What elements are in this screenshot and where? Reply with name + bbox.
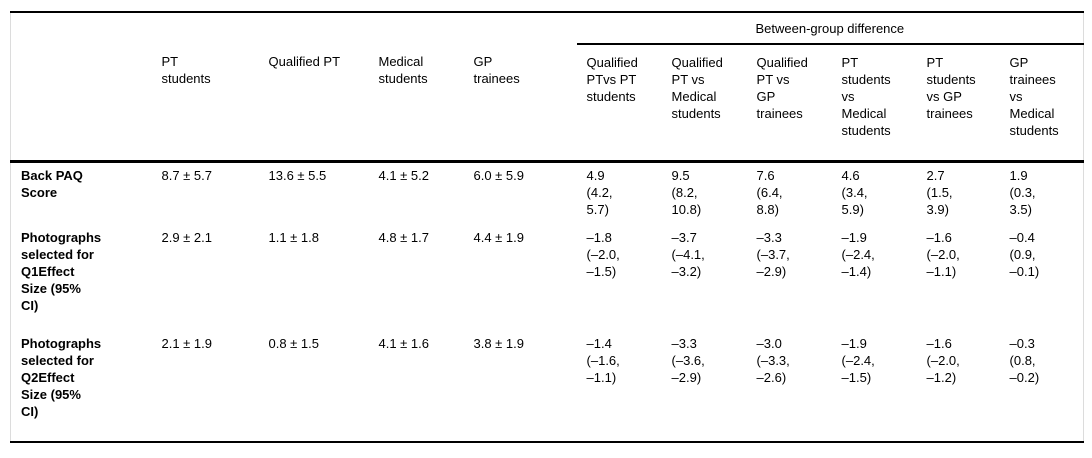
cell: 4.9 (4.2, 5.7)	[586, 167, 613, 217]
spanner-row: Between-group difference	[11, 12, 1084, 45]
cell: 2.1 ± 1.9	[161, 336, 213, 351]
cell: 2.7 (1.5, 3.9)	[926, 167, 953, 217]
cell: –1.6 (–2.0, –1.2)	[926, 336, 960, 385]
cell: –0.3 (0.8, –0.2)	[1009, 336, 1040, 385]
cell: 1.1 ± 1.8	[268, 230, 320, 245]
row-label: Photographs selected for Q2Effect Size (…	[21, 336, 102, 419]
cell: 4.4 ± 1.9	[473, 230, 525, 245]
col-header-gp-trainees: GP trainees	[463, 44, 577, 163]
row-label-header	[10, 44, 152, 163]
cell: –3.3 (–3.7, –2.9)	[756, 230, 790, 279]
col-header-medical-students: Medical students	[368, 44, 464, 163]
cell: –1.9 (–2.4, –1.4)	[841, 230, 875, 279]
table-row-photographs-q1: Photographs selected for Q1Effect Size (…	[11, 225, 1084, 331]
cell: –3.0 (–3.3, –2.6)	[756, 336, 790, 385]
results-table: Between-group difference PT students Qua…	[10, 11, 1085, 443]
cell: 3.8 ± 1.9	[473, 336, 525, 351]
cell: 7.6 (6.4, 8.8)	[756, 167, 783, 217]
col-header-pt-students: PT students	[151, 44, 259, 163]
row-label: Back PAQ Score	[21, 167, 83, 200]
cell: –1.9 (–2.4, –1.5)	[841, 336, 875, 385]
cell: –3.3 (–3.6, –2.9)	[671, 336, 705, 385]
cell: 4.1 ± 1.6	[378, 336, 430, 351]
table-row-photographs-q2: Photographs selected for Q2Effect Size (…	[11, 331, 1084, 442]
col-header-pt-students-vs-gp-trainees: PT students vs GP trainees	[916, 44, 1000, 163]
col-header-qualified-pt-vs-gp-trainees: Qualified PT vs GP trainees	[746, 44, 832, 163]
cell: 1.9 (0.3, 3.5)	[1009, 167, 1036, 217]
row-label: Photographs selected for Q1Effect Size (…	[21, 230, 102, 313]
cell: –0.4 (0.9, –0.1)	[1009, 230, 1040, 279]
cell: –1.4 (–1.6, –1.1)	[586, 336, 620, 385]
cell: 13.6 ± 5.5	[268, 167, 327, 183]
column-header-row: PT students Qualified PT Medical student…	[10, 44, 1084, 163]
table-header: Between-group difference PT students Qua…	[10, 12, 1084, 163]
cell: 6.0 ± 5.9	[473, 167, 525, 183]
table-body: Back PAQ Score 8.7 ± 5.7 13.6 ± 5.5 4.1 …	[11, 161, 1084, 442]
cell: 0.8 ± 1.5	[268, 336, 320, 351]
cell: –3.7 (–4.1, –3.2)	[671, 230, 705, 279]
col-header-gp-trainees-vs-medical-students: GP trainees vs Medical students	[999, 44, 1084, 163]
cell: –1.8 (–2.0, –1.5)	[586, 230, 620, 279]
cell: 2.9 ± 2.1	[161, 230, 213, 245]
col-header-qualified-pt-vs-pt-students: Qualified PTvs PT students	[576, 44, 662, 163]
cell: 4.8 ± 1.7	[378, 230, 430, 245]
cell: 4.1 ± 5.2	[378, 167, 430, 183]
cell: –1.6 (–2.0, –1.1)	[926, 230, 960, 279]
cell: 8.7 ± 5.7	[161, 167, 213, 183]
spanner-gap	[11, 12, 577, 44]
table-row-back-paq-score: Back PAQ Score 8.7 ± 5.7 13.6 ± 5.5 4.1 …	[11, 161, 1084, 225]
col-header-pt-students-vs-medical-students: PT students vs Medical students	[831, 44, 917, 163]
col-header-qualified-pt-vs-medical-students: Qualified PT vs Medical students	[661, 44, 747, 163]
col-header-qualified-pt: Qualified PT	[258, 44, 369, 163]
between-group-difference-spanner: Between-group difference	[576, 12, 1084, 45]
cell: 4.6 (3.4, 5.9)	[841, 167, 868, 217]
cell: 9.5 (8.2, 10.8)	[671, 167, 702, 217]
